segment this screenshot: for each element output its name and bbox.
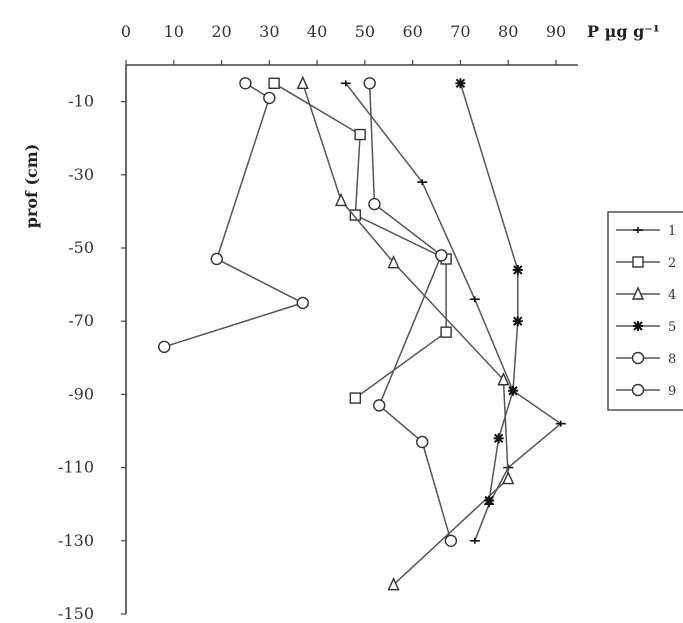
legend-label: 2	[668, 256, 676, 271]
data-point	[296, 75, 309, 90]
data-point	[502, 470, 515, 485]
data-point	[239, 77, 252, 90]
series-5	[455, 78, 523, 506]
legend-label: 5	[668, 320, 676, 335]
legend: 1 2 4 5 8 9	[607, 211, 683, 411]
series-2	[268, 77, 452, 404]
legend-label: 9	[668, 384, 676, 399]
y-tick-label: -70	[68, 311, 94, 330]
data-point	[349, 392, 362, 404]
data-point	[296, 296, 309, 310]
x-axis-title: P µg g⁻¹	[587, 22, 660, 41]
data-point	[387, 577, 400, 591]
legend-marker	[633, 227, 643, 233]
x-tick-label: 90	[546, 22, 566, 41]
legend-marker	[633, 321, 643, 331]
x-tick-label: 70	[450, 22, 470, 41]
data-point	[469, 296, 480, 303]
data-point	[354, 128, 366, 141]
series-line-1	[345, 82, 563, 542]
data-point	[435, 249, 448, 262]
series-4	[296, 75, 515, 591]
x-tick-label: 60	[402, 22, 422, 41]
series-line-5	[459, 83, 519, 501]
series-8	[158, 77, 309, 354]
data-point	[334, 192, 348, 207]
series-9	[363, 77, 458, 547]
data-point	[363, 77, 376, 90]
legend-marker	[631, 286, 645, 300]
axes: 0 10 20 30 40 50 60 70 80 90 -10 -30 -50 -70 -90 -110 -1…	[22, 22, 660, 623]
y-tick-label: -90	[68, 384, 94, 403]
legend-marker	[631, 383, 645, 397]
data-point	[368, 197, 381, 211]
data-point	[512, 316, 523, 327]
data-point	[512, 264, 523, 275]
data-point	[373, 399, 386, 412]
legend-marker	[631, 351, 645, 365]
data-point	[508, 385, 518, 396]
y-tick-label: -110	[58, 458, 94, 477]
data-point	[497, 372, 510, 386]
data-point	[268, 77, 280, 90]
data-point	[263, 91, 276, 105]
y-tick-label: -130	[58, 531, 94, 550]
legend-label: 4	[668, 288, 676, 303]
series-line-2	[273, 82, 447, 399]
data-point	[484, 495, 495, 506]
x-tick-label: 0	[121, 22, 131, 41]
data-point	[387, 254, 400, 269]
x-tick-label: 40	[307, 22, 327, 41]
y-tick-label: -10	[68, 92, 94, 111]
data-point	[555, 420, 566, 427]
data-point	[493, 433, 504, 444]
data-point	[469, 537, 480, 544]
data-point	[210, 252, 223, 266]
data-point	[440, 326, 452, 338]
x-tick-label: 10	[164, 22, 184, 41]
legend-label: 1	[668, 224, 676, 239]
data-point	[416, 435, 429, 449]
x-tick-label: 80	[498, 22, 518, 41]
series-line-9	[368, 83, 452, 542]
data-point	[349, 209, 362, 221]
x-tick-label: 50	[355, 22, 375, 41]
series-1	[340, 80, 566, 544]
x-tick-label: 20	[211, 22, 231, 41]
y-tick-label: -150	[58, 604, 94, 623]
legend-box	[607, 211, 683, 411]
data-point	[444, 534, 458, 547]
legend-label: 8	[668, 352, 676, 367]
y-axis-title: prof (cm)	[22, 144, 41, 229]
series-layer	[158, 75, 566, 591]
legend-marker	[632, 256, 644, 268]
y-tick-label: -50	[68, 238, 94, 257]
y-tick-label: -30	[68, 165, 94, 184]
data-point	[455, 78, 466, 89]
x-tick-label: 30	[259, 22, 279, 41]
series-line-8	[163, 82, 305, 348]
data-point	[158, 340, 171, 354]
data-point	[417, 179, 428, 186]
data-point	[340, 80, 351, 87]
series-line-4	[302, 83, 509, 586]
